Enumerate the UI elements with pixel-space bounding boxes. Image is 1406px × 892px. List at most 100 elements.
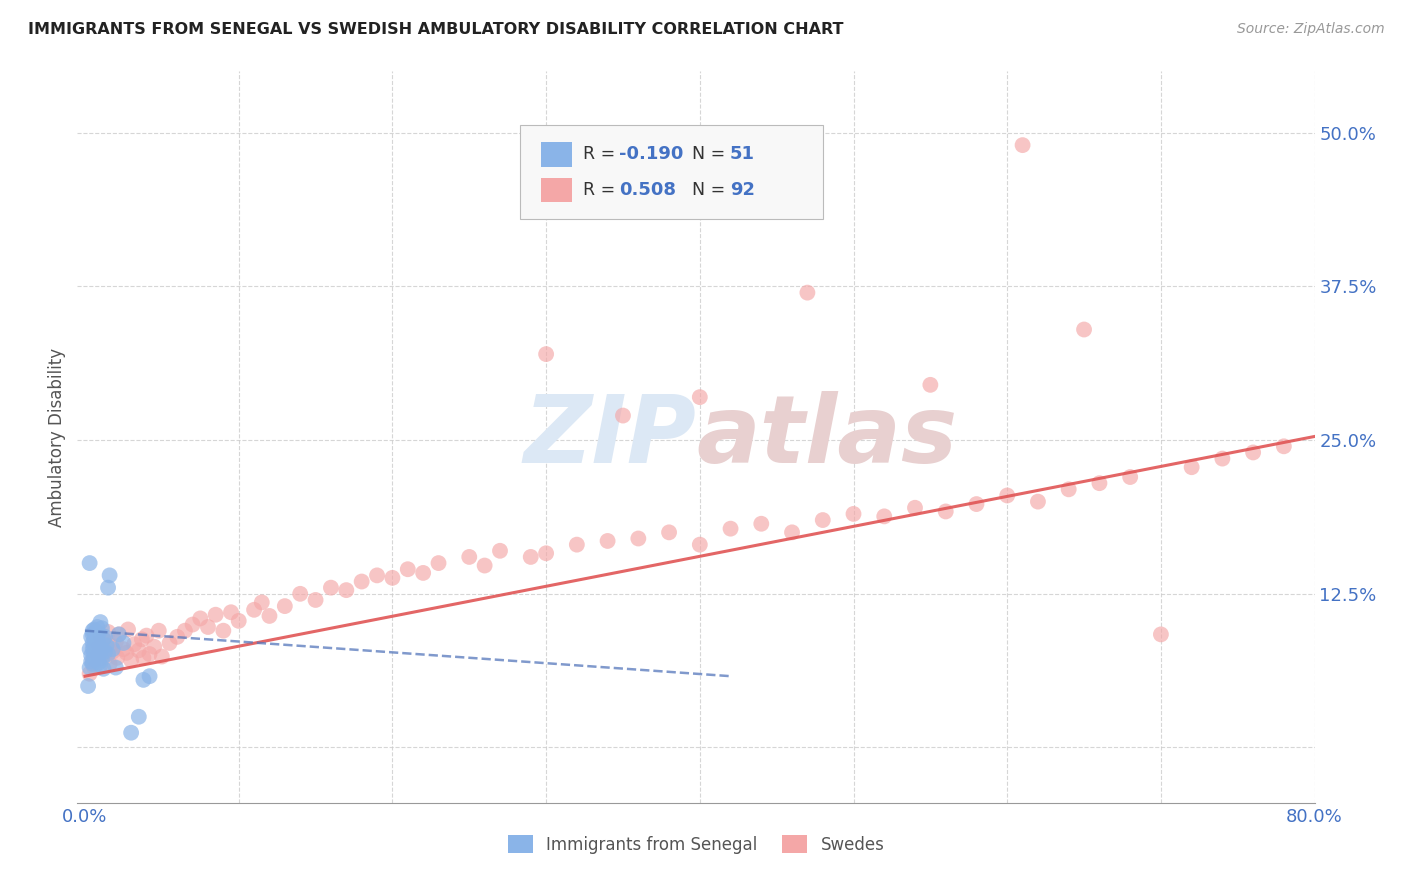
Point bbox=[596, 533, 619, 548]
Point bbox=[159, 636, 181, 650]
Point bbox=[80, 630, 103, 644]
Point bbox=[1026, 494, 1049, 508]
Point bbox=[87, 626, 110, 640]
Point bbox=[366, 568, 388, 582]
Point bbox=[935, 504, 957, 518]
Text: ZIP: ZIP bbox=[523, 391, 696, 483]
Point bbox=[128, 710, 150, 724]
Point bbox=[474, 558, 496, 573]
Point bbox=[97, 624, 120, 639]
Point bbox=[132, 673, 155, 687]
Point bbox=[780, 525, 803, 540]
Point bbox=[83, 660, 105, 674]
Text: atlas: atlas bbox=[696, 391, 957, 483]
Point bbox=[219, 605, 242, 619]
Point bbox=[82, 624, 104, 638]
Point bbox=[138, 669, 160, 683]
Point bbox=[84, 647, 107, 661]
Point bbox=[188, 611, 211, 625]
Point bbox=[150, 649, 173, 664]
Point bbox=[89, 646, 111, 660]
Text: 0.508: 0.508 bbox=[619, 181, 676, 199]
Point bbox=[86, 643, 108, 657]
Point bbox=[274, 599, 297, 613]
Point bbox=[83, 623, 105, 637]
Text: R =: R = bbox=[583, 181, 621, 199]
Point bbox=[84, 624, 107, 639]
Point bbox=[84, 629, 107, 643]
Point bbox=[80, 655, 103, 669]
Point bbox=[138, 647, 160, 661]
Point bbox=[1119, 470, 1142, 484]
Point bbox=[842, 507, 865, 521]
Text: N =: N = bbox=[692, 181, 731, 199]
Point bbox=[79, 660, 101, 674]
Point bbox=[86, 636, 108, 650]
Point bbox=[82, 655, 104, 669]
Point bbox=[87, 637, 110, 651]
Point bbox=[79, 642, 101, 657]
Point bbox=[100, 639, 122, 653]
Point bbox=[689, 538, 711, 552]
Point bbox=[83, 644, 105, 658]
Legend: Immigrants from Senegal, Swedes: Immigrants from Senegal, Swedes bbox=[501, 829, 891, 860]
Point bbox=[105, 650, 128, 665]
Point bbox=[1011, 138, 1033, 153]
Point bbox=[87, 644, 110, 658]
Point bbox=[534, 546, 557, 560]
Point bbox=[94, 644, 117, 658]
Point bbox=[77, 679, 100, 693]
Point bbox=[143, 640, 166, 654]
Point bbox=[534, 347, 557, 361]
Point bbox=[689, 390, 711, 404]
Point bbox=[749, 516, 772, 531]
Point bbox=[1150, 627, 1173, 641]
Text: Source: ZipAtlas.com: Source: ZipAtlas.com bbox=[1237, 22, 1385, 37]
Point bbox=[90, 621, 112, 635]
Point bbox=[458, 549, 481, 564]
Point bbox=[86, 620, 108, 634]
Point bbox=[259, 609, 281, 624]
Point bbox=[135, 629, 157, 643]
Point bbox=[304, 593, 326, 607]
Point bbox=[335, 583, 357, 598]
Point bbox=[89, 652, 111, 666]
Point bbox=[873, 509, 896, 524]
Point bbox=[132, 650, 155, 665]
Point bbox=[90, 653, 112, 667]
Point bbox=[966, 497, 988, 511]
Text: R =: R = bbox=[583, 145, 621, 163]
Point bbox=[101, 642, 124, 657]
Point bbox=[290, 587, 312, 601]
Point bbox=[98, 657, 121, 671]
Point bbox=[120, 725, 142, 739]
Point bbox=[108, 627, 131, 641]
Point bbox=[197, 620, 219, 634]
Point bbox=[101, 644, 124, 658]
Point bbox=[1073, 322, 1095, 336]
Point bbox=[612, 409, 634, 423]
Point bbox=[83, 649, 105, 664]
Point bbox=[86, 648, 108, 663]
Point bbox=[181, 617, 204, 632]
Text: -0.190: -0.190 bbox=[619, 145, 683, 163]
Point bbox=[489, 543, 512, 558]
Point bbox=[82, 627, 104, 641]
Point bbox=[1181, 460, 1204, 475]
Point bbox=[228, 614, 250, 628]
Point bbox=[82, 657, 104, 671]
Point bbox=[87, 656, 110, 670]
Point bbox=[243, 603, 266, 617]
Point bbox=[396, 562, 419, 576]
Point bbox=[83, 632, 105, 647]
Point bbox=[204, 607, 226, 622]
Point bbox=[104, 660, 127, 674]
Text: 92: 92 bbox=[730, 181, 755, 199]
Point bbox=[720, 522, 742, 536]
Point bbox=[148, 624, 170, 638]
Point bbox=[811, 513, 834, 527]
Point bbox=[90, 640, 112, 654]
Point bbox=[920, 377, 942, 392]
Point bbox=[1241, 445, 1264, 459]
Point bbox=[995, 488, 1018, 502]
